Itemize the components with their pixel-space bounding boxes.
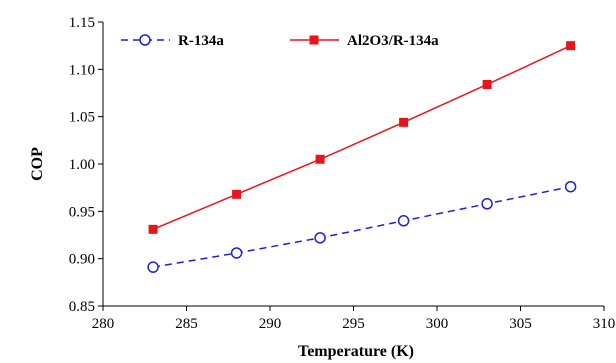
legend-r134a-label: R-134a <box>178 33 224 49</box>
series-r134a-point <box>314 232 326 244</box>
legend-r134a-marker <box>139 34 151 46</box>
series-al2o3-r134a-point <box>566 41 576 51</box>
series-layer <box>147 41 577 273</box>
legend: R-134a Al2O3/R-134a <box>121 33 439 49</box>
y-axis-title: COP <box>29 147 46 181</box>
series-r134a <box>147 180 577 273</box>
series-al2o3-r134a <box>148 41 576 234</box>
y-tick-label: 1.10 <box>69 62 95 78</box>
series-al2o3-r134a-point <box>315 154 325 164</box>
x-tick-label: 285 <box>175 316 198 332</box>
legend-item-al2o3-r134a: Al2O3/R-134a <box>290 33 439 49</box>
y-ticks: 0.85 0.90 0.95 1.00 1.05 1.10 1.15 <box>69 15 103 315</box>
y-tick-label: 1.00 <box>69 157 95 173</box>
legend-al2o3-marker <box>309 35 319 45</box>
y-tick-label: 0.85 <box>69 299 95 315</box>
series-r134a-line <box>152 185 571 268</box>
x-tick-label: 295 <box>342 316 365 332</box>
y-tick-label: 1.15 <box>69 15 95 31</box>
y-tick-label: 0.90 <box>69 252 95 268</box>
legend-al2o3-label: Al2O3/R-134a <box>347 33 439 49</box>
series-r134a-point <box>397 215 410 227</box>
x-axis-title: Temperature (K) <box>298 343 414 360</box>
x-tick-label: 280 <box>92 316 115 332</box>
series-al2o3-r134a-point <box>148 224 158 234</box>
y-tick-label: 0.95 <box>69 204 95 220</box>
series-al2o3-r134a-point <box>399 117 409 127</box>
x-tick-label: 310 <box>593 316 616 332</box>
x-tick-label: 290 <box>259 316 282 332</box>
series-al2o3-r134a-point <box>232 189 242 199</box>
y-tick-label: 1.05 <box>69 110 95 126</box>
series-al2o3-r134a-line <box>152 44 571 231</box>
x-ticks: 280 285 290 295 300 305 310 <box>92 306 616 332</box>
x-tick-label: 305 <box>509 316 532 332</box>
legend-item-r134a: R-134a <box>121 33 224 49</box>
series-r134a-point <box>564 180 577 193</box>
x-tick-label: 300 <box>426 316 449 332</box>
series-r134a-point <box>481 198 493 210</box>
series-r134a-point <box>147 261 159 273</box>
series-r134a-point <box>230 247 243 259</box>
series-al2o3-r134a-point <box>482 79 492 89</box>
